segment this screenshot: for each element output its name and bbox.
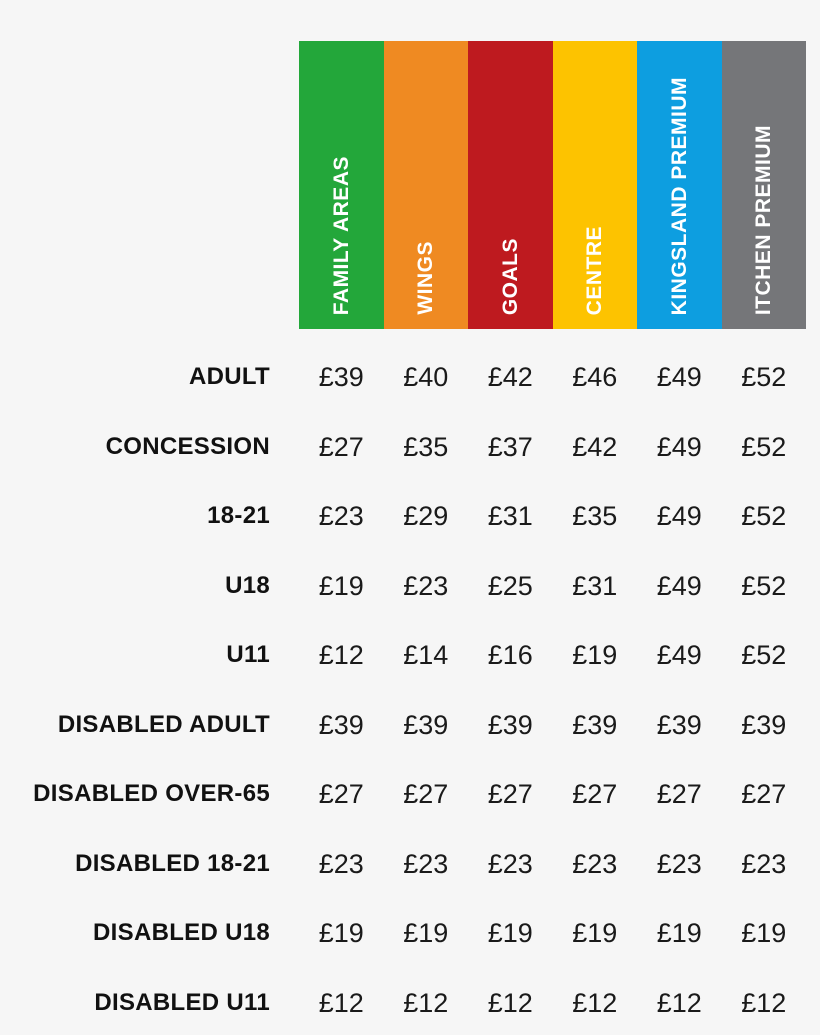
price-cell: £27 [318,779,364,809]
price-cell: £39 [656,709,702,740]
price-cell: £52 [741,640,787,670]
price-cell: £12 [487,987,533,1018]
price-cell: £52 [741,501,787,531]
price-cell: £49 [656,362,702,392]
table-row: DISABLED OVER-65 £27 £27 £27 £27 £27 £27 [0,774,820,814]
price-cell: £12 [572,987,618,1018]
price-cell: £31 [487,501,533,531]
price-cell: £29 [403,501,449,531]
table-row: DISABLED U18 £19 £19 £19 £19 £19 £19 [0,913,820,953]
price-cell: £46 [572,362,618,392]
table-row: DISABLED 18-21 £23 £23 £23 £23 £23 £23 [0,844,820,884]
price-cell: £42 [487,362,533,392]
column-header-label: ITCHEN PREMIUM [752,124,776,315]
price-cell: £52 [741,431,787,462]
price-cell: £27 [487,779,533,809]
price-cell: £49 [656,501,702,531]
price-cell: £39 [572,709,618,740]
price-cell: £39 [318,362,364,392]
price-cell: £19 [403,918,449,948]
price-cell: £12 [741,987,787,1018]
table-row: U18 £19 £23 £25 £31 £49 £52 [0,566,820,606]
column-header: GOALS [468,41,553,329]
row-label: CONCESSION [105,432,270,460]
row-label: DISABLED U18 [93,919,270,946]
price-cell: £23 [403,848,449,879]
price-cell: £35 [403,431,449,462]
price-cell: £35 [572,501,618,531]
price-cell: £40 [403,362,449,392]
price-cell: £23 [487,848,533,879]
price-cell: £23 [318,848,364,879]
price-cell: £37 [487,431,533,462]
price-cell: £16 [487,640,533,670]
table-row: U11 £12 £14 £16 £19 £49 £52 [0,635,820,675]
price-cell: £19 [741,918,787,948]
price-cell: £39 [487,709,533,740]
price-cell: £23 [741,848,787,879]
column-header-label: FAMILY AREAS [329,155,353,315]
price-cell: £19 [318,918,364,948]
price-cell: £27 [403,779,449,809]
row-label: DISABLED ADULT [57,710,270,738]
price-cell: £12 [318,640,364,670]
price-cell: £49 [656,431,702,462]
price-cell: £19 [572,640,618,670]
price-cell: £49 [656,570,702,601]
price-cell: £27 [318,431,364,462]
price-cell: £12 [318,987,364,1018]
column-header: WINGS [383,41,468,329]
price-cell: £19 [318,570,364,601]
row-label: U18 [225,571,270,599]
price-cell: £25 [487,570,533,601]
column-header-label: GOALS [498,237,522,315]
price-cell: £27 [741,779,787,809]
column-header: ITCHEN PREMIUM [721,41,806,329]
row-label: DISABLED OVER-65 [33,780,270,807]
price-cell: £23 [656,848,702,879]
price-cell: £23 [572,848,618,879]
price-cell: £19 [656,918,702,948]
price-cell: £14 [403,640,449,670]
column-header: FAMILY AREAS [299,41,384,329]
row-label: 18-21 [207,502,270,529]
row-label: U11 [226,641,270,668]
price-cell: £39 [318,709,364,740]
column-header-label: CENTRE [583,225,607,315]
column-header-label: KINGSLAND PREMIUM [667,76,691,315]
row-label: DISABLED U11 [94,988,270,1016]
price-cell: £42 [572,431,618,462]
price-cell: £52 [741,362,787,392]
price-cell: £23 [318,501,364,531]
table-row: DISABLED ADULT £39 £39 £39 £39 £39 £39 [0,705,820,745]
price-cell: £31 [572,570,618,601]
price-cell: £39 [741,709,787,740]
row-label: ADULT [188,363,270,390]
price-cell: £19 [572,918,618,948]
table-row: ADULT £39 £40 £42 £46 £49 £52 [0,357,820,397]
table-row: DISABLED U11 £12 £12 £12 £12 £12 £12 [0,983,820,1023]
table-row: 18-21 £23 £29 £31 £35 £49 £52 [0,496,820,536]
row-label: DISABLED 18-21 [75,849,270,877]
price-cell: £27 [656,779,702,809]
price-cell: £39 [403,709,449,740]
column-header: KINGSLAND PREMIUM [637,41,722,329]
price-cell: £23 [403,570,449,601]
price-cell: £19 [487,918,533,948]
price-cell: £12 [656,987,702,1018]
price-cell: £52 [741,570,787,601]
price-cell: £12 [403,987,449,1018]
table-row: CONCESSION £27 £35 £37 £42 £49 £52 [0,427,820,467]
price-cell: £27 [572,779,618,809]
column-header-label: WINGS [414,241,438,315]
column-header: CENTRE [552,41,637,329]
price-cell: £49 [656,640,702,670]
